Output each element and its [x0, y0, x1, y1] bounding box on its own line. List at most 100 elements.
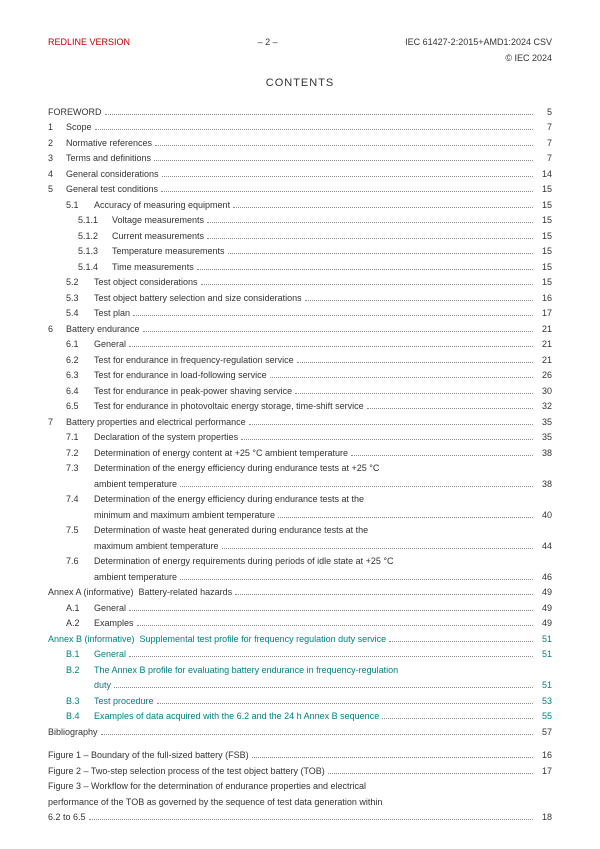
figure-title: 6.2 to 6.5	[48, 811, 86, 825]
toc-entry: 6.5Test for endurance in photovoltaic en…	[48, 400, 552, 414]
toc-entry: A.1General 49	[48, 602, 552, 616]
header-copyright: © IEC 2024	[48, 52, 552, 66]
figure-page: 17	[536, 765, 552, 779]
toc-entry: 7.5Determination of waste heat generated…	[48, 524, 552, 538]
toc-title: Normative references	[66, 137, 152, 151]
toc-leader	[252, 757, 533, 758]
toc-number: 6.2	[66, 354, 94, 368]
toc-entry: Annex A (informative) Battery-related ha…	[48, 586, 552, 600]
toc-leader	[133, 315, 533, 316]
figure-entry: Figure 2 – Two-step selection process of…	[48, 765, 552, 779]
toc-page: 35	[536, 416, 552, 430]
toc-entry: FOREWORD5	[48, 106, 552, 120]
toc-entry: B.3Test procedure53	[48, 695, 552, 709]
toc-leader	[305, 300, 533, 301]
toc-number: 7	[48, 416, 66, 430]
toc-title: Test for endurance in load-following ser…	[94, 369, 267, 383]
toc-title: Test for endurance in frequency-regulati…	[94, 354, 294, 368]
toc-leader	[295, 393, 533, 394]
toc-title: ambient temperature	[94, 478, 177, 492]
figure-page: 18	[536, 811, 552, 825]
toc-page: 26	[536, 369, 552, 383]
toc-title: Declaration of the system properties	[94, 431, 238, 445]
toc-number: 5.1	[66, 199, 94, 213]
toc-number: 6.1	[66, 338, 94, 352]
toc-number: B.4	[66, 710, 94, 724]
toc-number: 6.4	[66, 385, 94, 399]
toc-leader	[351, 455, 533, 456]
toc-leader	[129, 346, 533, 347]
toc-title: Current measurements	[112, 230, 204, 244]
toc-number: 6.3	[66, 369, 94, 383]
toc-page: 51	[536, 679, 552, 693]
toc-page: 49	[536, 602, 552, 616]
toc-number: 2	[48, 137, 66, 151]
toc-entry: B.1General51	[48, 648, 552, 662]
figure-entry: Figure 1 – Boundary of the full-sized ba…	[48, 749, 552, 763]
toc-page: 35	[536, 431, 552, 445]
figure-title: Figure 2 – Two-step selection process of…	[48, 765, 325, 779]
toc-entry: 6.4Test for endurance in peak-power shav…	[48, 385, 552, 399]
toc-leader	[101, 734, 533, 735]
toc-number: A.1	[66, 602, 94, 616]
toc-page: 14	[536, 168, 552, 182]
toc-page: 51	[536, 633, 552, 647]
toc-title: Temperature measurements	[112, 245, 225, 259]
toc-leader	[180, 486, 533, 487]
toc-entry: 5.1.3Temperature measurements15	[48, 245, 552, 259]
figure-page: 16	[536, 749, 552, 763]
toc-page: 21	[536, 323, 552, 337]
toc-number: 7.3	[66, 462, 94, 476]
toc-number: 5.1.3	[78, 245, 112, 259]
toc-page: 30	[536, 385, 552, 399]
toc-number: 5.3	[66, 292, 94, 306]
toc-title: Determination of the energy efficiency d…	[94, 462, 379, 476]
toc-leader	[197, 269, 533, 270]
toc-list: FOREWORD51Scope72Normative references73T…	[48, 106, 552, 740]
toc-entry: 7.3Determination of the energy efficienc…	[48, 462, 552, 476]
figure-entry: Figure 3 – Workflow for the determinatio…	[48, 780, 552, 794]
toc-page: 49	[536, 617, 552, 631]
toc-leader	[228, 253, 533, 254]
toc-page: 7	[536, 121, 552, 135]
toc-entry-continuation: duty51	[48, 679, 552, 693]
toc-number: 7.5	[66, 524, 94, 538]
toc-title: General	[94, 602, 126, 616]
toc-leader	[137, 625, 533, 626]
toc-title: Determination of energy content at +25 °…	[94, 447, 348, 461]
toc-entry: 5General test conditions15	[48, 183, 552, 197]
toc-entry: Bibliography57	[48, 726, 552, 740]
toc-leader	[207, 222, 533, 223]
toc-leader	[143, 331, 533, 332]
toc-title: The Annex B profile for evaluating batte…	[94, 664, 398, 678]
toc-number: 5	[48, 183, 66, 197]
toc-page: 15	[536, 199, 552, 213]
toc-leader	[89, 819, 533, 820]
toc-leader	[235, 594, 533, 595]
toc-title: General	[94, 648, 126, 662]
toc-entry: Annex B (informative) Supplemental test …	[48, 633, 552, 647]
header-standard-id: IEC 61427-2:2015+AMD1:2024 CSV	[405, 36, 552, 50]
toc-number: 6	[48, 323, 66, 337]
toc-title: Annex B (informative) Supplemental test …	[48, 633, 386, 647]
toc-entry: 5.1.1Voltage measurements15	[48, 214, 552, 228]
toc-entry: A.2Examples49	[48, 617, 552, 631]
toc-leader	[157, 703, 533, 704]
toc-page: 15	[536, 261, 552, 275]
toc-number: 7.2	[66, 447, 94, 461]
toc-title: Test for endurance in peak-power shaving…	[94, 385, 292, 399]
toc-entry: 6.1General21	[48, 338, 552, 352]
toc-title: General considerations	[66, 168, 159, 182]
toc-page: 53	[536, 695, 552, 709]
toc-page: 17	[536, 307, 552, 321]
figure-title: Figure 1 – Boundary of the full-sized ba…	[48, 749, 249, 763]
toc-leader	[154, 160, 533, 161]
toc-entry-continuation: ambient temperature46	[48, 571, 552, 585]
toc-title: Battery endurance	[66, 323, 140, 337]
toc-leader	[278, 517, 533, 518]
toc-leader	[297, 362, 533, 363]
toc-page: 15	[536, 214, 552, 228]
figure-entry-continuation: performance of the TOB as governed by th…	[48, 796, 552, 810]
contents-heading: CONTENTS	[48, 75, 552, 92]
toc-entry: 3Terms and definitions7	[48, 152, 552, 166]
